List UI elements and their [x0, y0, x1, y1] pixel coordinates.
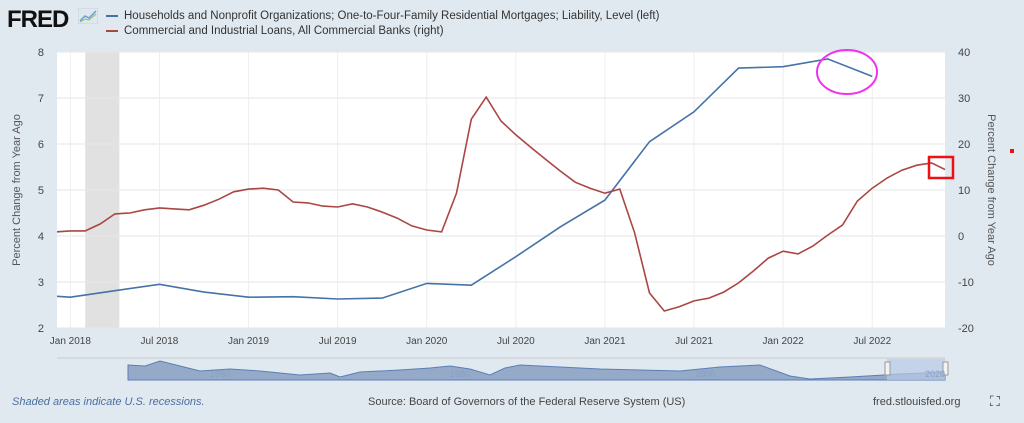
series-line-mortgages: [57, 58, 873, 300]
navigator[interactable]: 1960 1980 2000 2020: [57, 357, 949, 381]
x-tick: Jan 2020: [406, 336, 448, 347]
x-tick: Jan 2021: [584, 336, 626, 347]
y-axis-label-left: Percent Change from Year Ago: [11, 114, 23, 266]
legend-label: Households and Nonprofit Organizations; …: [124, 10, 660, 22]
x-tick: Jan 2018: [50, 336, 92, 347]
legend-swatch-blue: [106, 15, 118, 17]
y-tick-right: 30: [958, 93, 970, 105]
annotation-dot: [1010, 149, 1014, 153]
navigator-label: 1960: [210, 369, 230, 379]
recession-note: Shaded areas indicate U.S. recessions.: [12, 396, 205, 408]
y-tick-left: 3: [38, 277, 44, 289]
navigator-label: 2020: [925, 369, 945, 379]
series-line-ci-loans: [57, 95, 945, 312]
y-tick-right: 10: [958, 185, 970, 197]
legend-item-ci-loans[interactable]: Commercial and Industrial Loans, All Com…: [106, 25, 444, 37]
navigator-handle-right[interactable]: [942, 361, 949, 376]
fred-logo[interactable]: FRED: [7, 6, 69, 33]
y-tick-right: 20: [958, 139, 970, 151]
legend-item-mortgages[interactable]: Households and Nonprofit Organizations; …: [106, 10, 659, 22]
navigator-selection[interactable]: [887, 359, 945, 380]
navigator-label: 1980: [450, 369, 470, 379]
fullscreen-icon[interactable]: ⛶: [990, 393, 1000, 409]
y-tick-right: 40: [958, 47, 970, 59]
y-tick-left: 4: [38, 231, 44, 243]
navigator-label: 2000: [695, 369, 715, 379]
chart-logo-icon: [78, 8, 98, 24]
y-tick-left: 5: [38, 185, 44, 197]
y-tick-left: 6: [38, 139, 44, 151]
y-tick-right: -10: [958, 277, 974, 289]
x-tick: Jul 2018: [141, 336, 179, 347]
legend-swatch-red: [106, 30, 118, 32]
x-tick: Jul 2019: [319, 336, 357, 347]
y-tick-left: 7: [38, 93, 44, 105]
x-tick: Jul 2021: [675, 336, 713, 347]
y-tick-left: 8: [38, 47, 44, 59]
y-tick-left: 2: [38, 323, 44, 335]
x-tick: Jan 2022: [763, 336, 805, 347]
y-tick-right: 0: [958, 231, 964, 243]
y-axis-label-right: Percent Change from Year Ago: [985, 114, 997, 266]
legend-label: Commercial and Industrial Loans, All Com…: [124, 25, 444, 37]
navigator-handle-left[interactable]: [884, 361, 891, 376]
site-link[interactable]: fred.stlouisfed.org: [873, 396, 961, 408]
x-tick: Jul 2020: [497, 336, 535, 347]
annotation-box: [927, 155, 955, 180]
annotation-ellipse: [816, 49, 878, 95]
source-text: Source: Board of Governors of the Federa…: [368, 396, 686, 408]
y-tick-right: -20: [958, 323, 974, 335]
x-tick: Jul 2022: [853, 336, 891, 347]
navigator-series: [127, 360, 946, 381]
x-tick: Jan 2019: [228, 336, 270, 347]
